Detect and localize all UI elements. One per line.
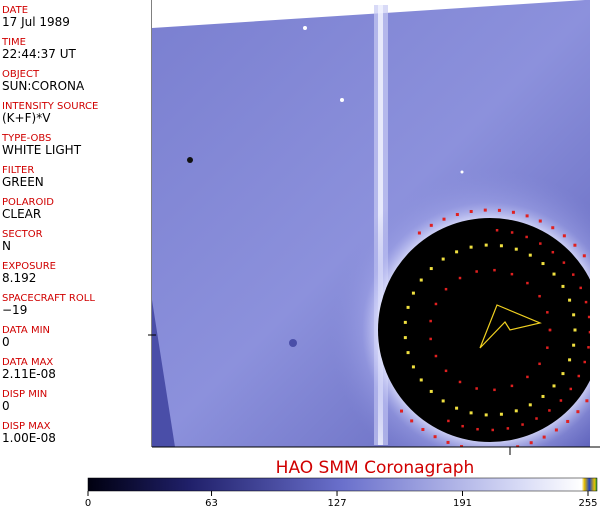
field-label: SECTOR bbox=[2, 229, 43, 240]
field-label: DATA MAX bbox=[2, 357, 53, 368]
field-label: DATE bbox=[2, 5, 28, 16]
field-value: 8.192 bbox=[2, 271, 36, 285]
field-label: TIME bbox=[1, 37, 26, 48]
colorbar-tick-label: 191 bbox=[453, 498, 472, 509]
field-label: POLAROID bbox=[2, 197, 54, 208]
field-label: DISP MIN bbox=[2, 389, 47, 400]
colorbar bbox=[87, 477, 598, 492]
field-value: 1.00E-08 bbox=[2, 431, 56, 445]
field-label: INTENSITY SOURCE bbox=[2, 101, 98, 112]
field-value: −19 bbox=[2, 303, 27, 317]
field-value: 0 bbox=[2, 399, 10, 413]
field-label: DISP MAX bbox=[2, 421, 51, 432]
field-value: 17 Jul 1989 bbox=[2, 15, 70, 29]
colorbar-tick-label: 127 bbox=[327, 498, 346, 509]
field-label: DATA MIN bbox=[2, 325, 50, 336]
field-label: OBJECT bbox=[2, 69, 40, 80]
colorbar-tick-label: 63 bbox=[205, 498, 218, 509]
field-value: N bbox=[2, 239, 11, 253]
field-label: TYPE-OBS bbox=[1, 133, 51, 144]
field-value: CLEAR bbox=[2, 207, 41, 221]
colorbar-tick-label: 255 bbox=[578, 498, 597, 509]
field-value: 2.11E-08 bbox=[2, 367, 56, 381]
field-label: SPACECRAFT ROLL bbox=[2, 293, 95, 304]
plot-title: HAO SMM Coronagraph bbox=[276, 458, 475, 478]
field-value: WHITE LIGHT bbox=[2, 143, 82, 157]
colorbar-tick-label: 0 bbox=[85, 498, 91, 509]
field-value: 22:44:37 UT bbox=[2, 47, 76, 61]
field-value: 0 bbox=[2, 335, 10, 349]
field-value: (K+F)*V bbox=[2, 111, 51, 125]
info-panel bbox=[0, 0, 152, 447]
field-label: FILTER bbox=[2, 165, 34, 176]
field-value: GREEN bbox=[2, 175, 44, 189]
field-label: EXPOSURE bbox=[2, 261, 56, 272]
coronagraph-image bbox=[152, 0, 600, 447]
field-value: SUN:CORONA bbox=[2, 79, 85, 93]
